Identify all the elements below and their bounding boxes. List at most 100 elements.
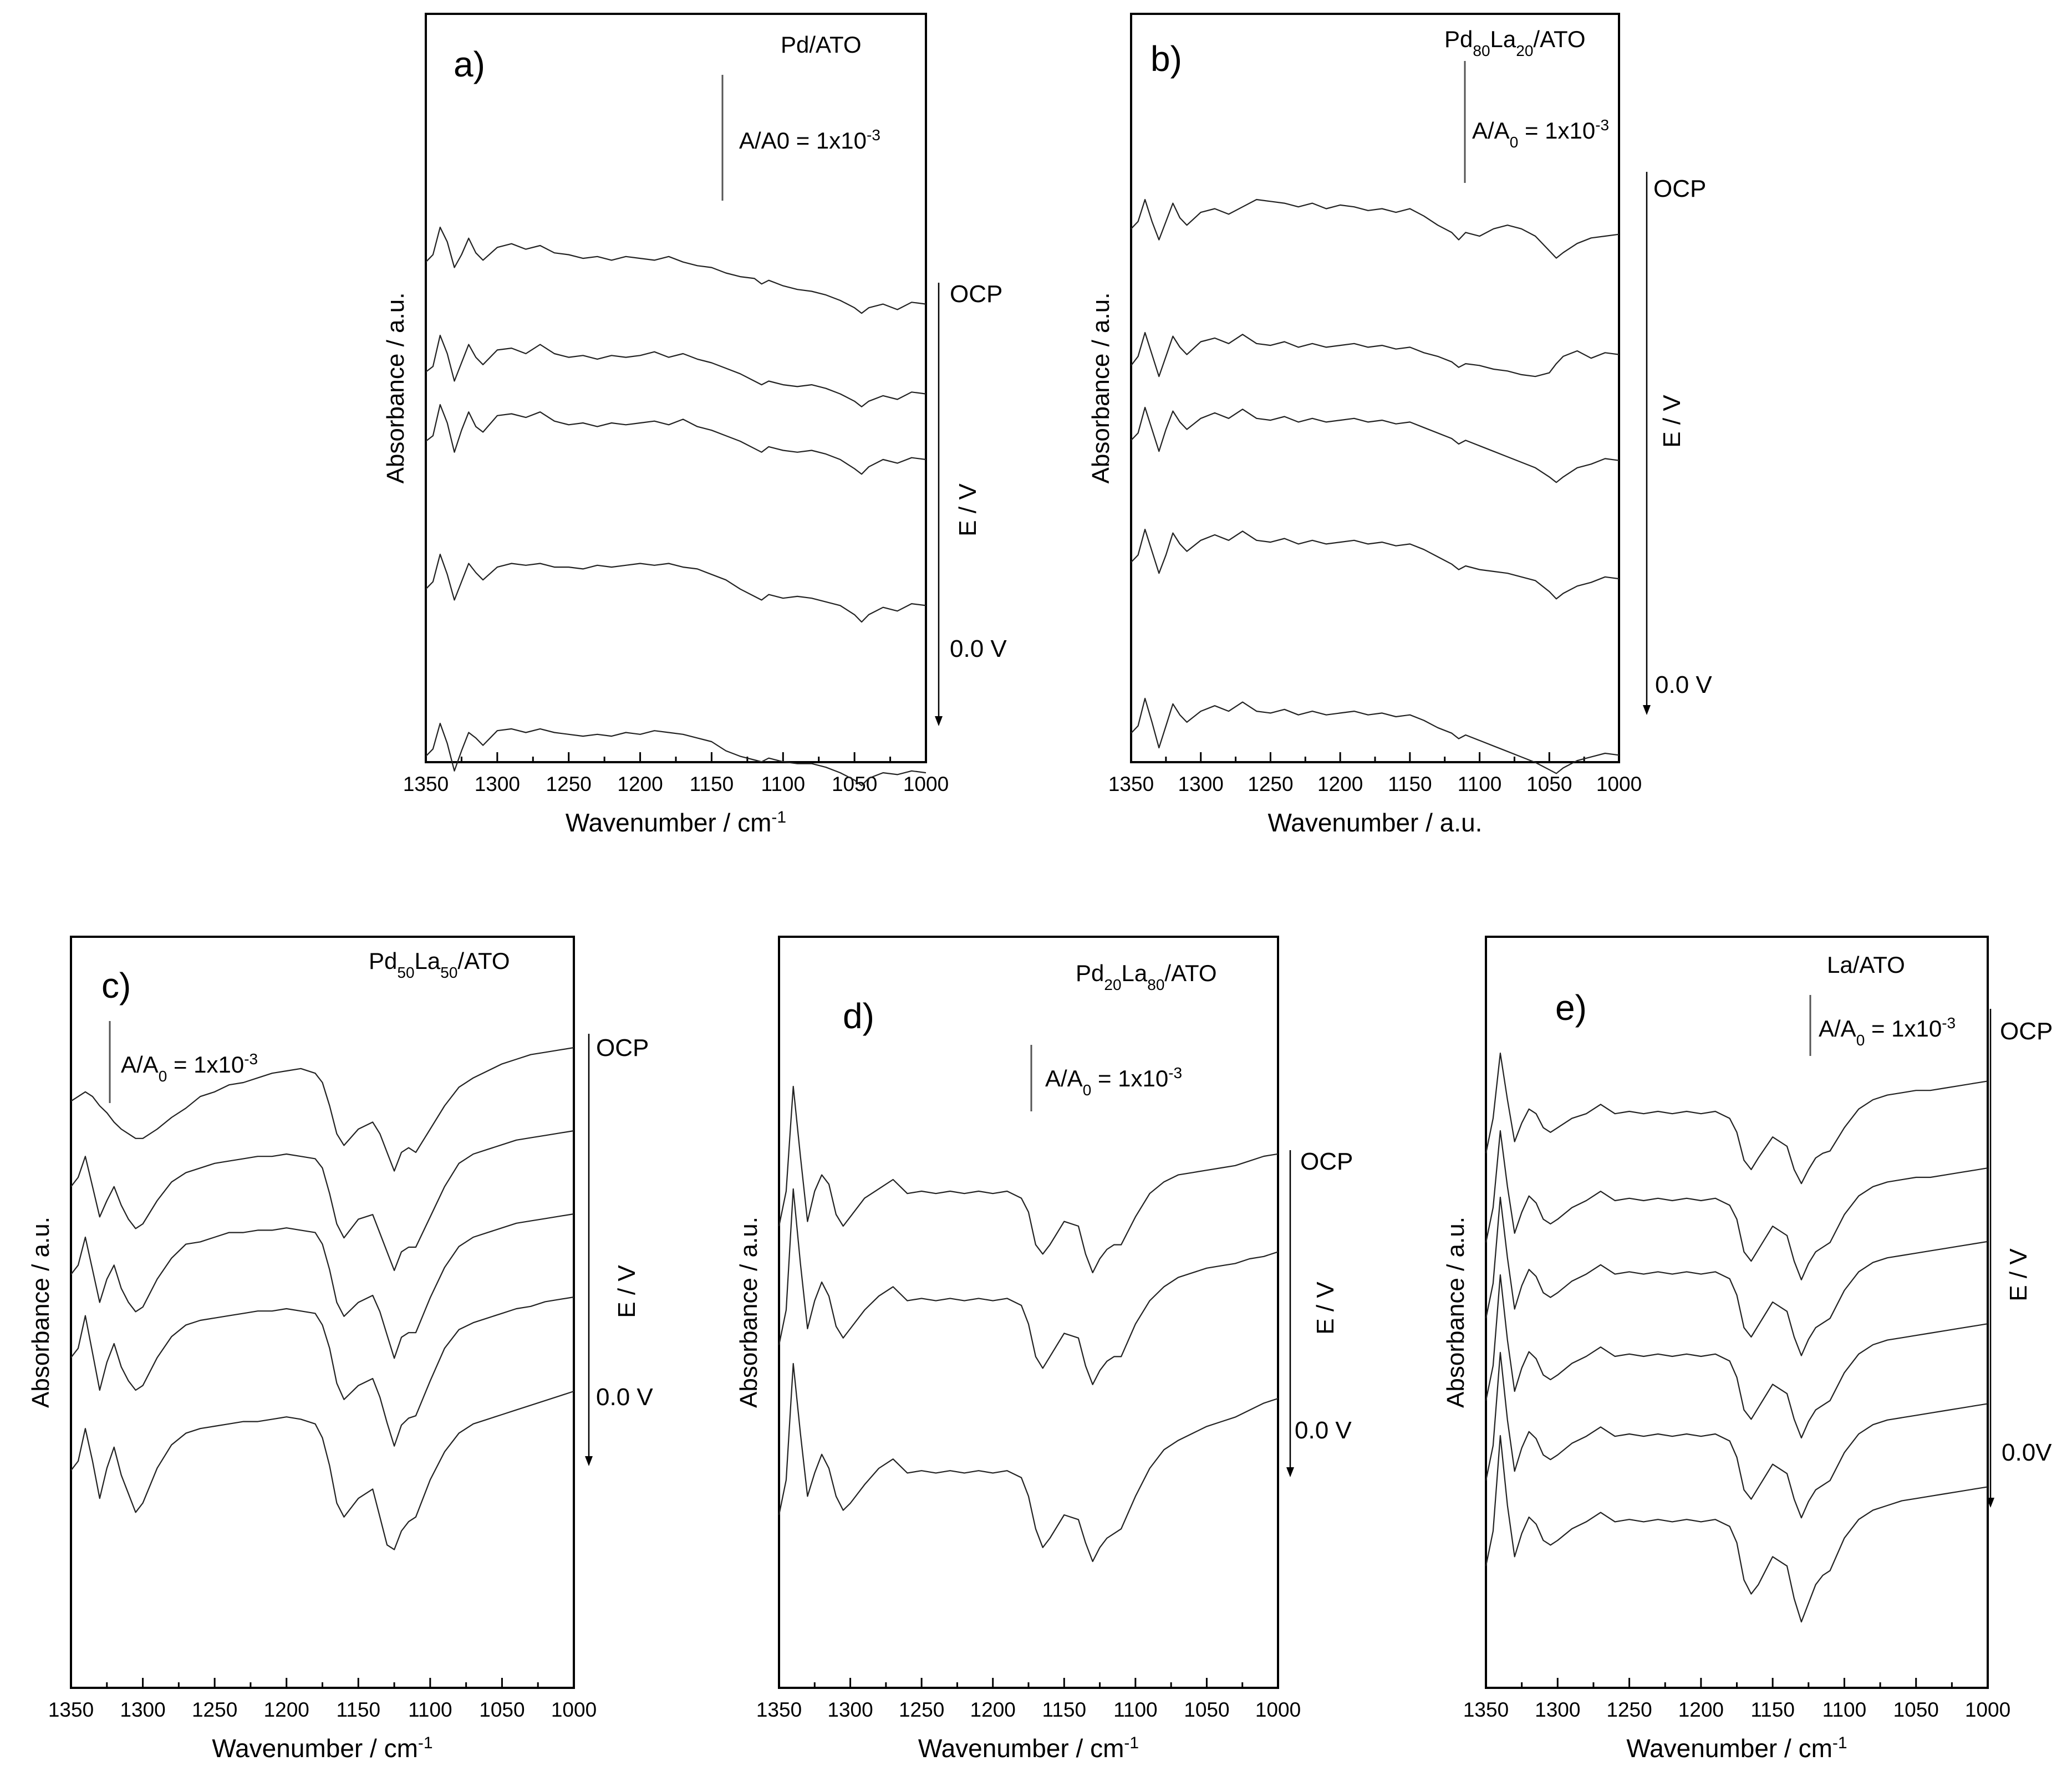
potential-end-label: 0.0V: [2002, 1439, 2052, 1466]
spectrum-line-c-3: [70, 1213, 574, 1359]
spectrum-line-a-2: [425, 334, 926, 407]
x-tick-label: 1100: [1822, 1698, 1867, 1721]
x-tick-label: 1100: [1113, 1698, 1158, 1721]
x-tick-label: 1000: [903, 773, 949, 795]
sample-label: Pd80La20/ATO: [1444, 26, 1586, 59]
y-axis-label: Absorbance / a.u.: [735, 1217, 762, 1408]
panel-a: 1350 1300 1250 1200 1150 1100 1050 1000 Wavenumb…: [382, 13, 1007, 838]
sample-label: Pd20La80/ATO: [1076, 960, 1217, 993]
x-tick-label: 1000: [1965, 1698, 2010, 1721]
x-tick-label: 1350: [1108, 773, 1154, 795]
plot-frame: [1485, 936, 1989, 1689]
x-axis-label: Wavenumber / cm-1: [566, 808, 786, 838]
x-tick-label: 1000: [551, 1698, 597, 1721]
spectrum-line-e-6: [1485, 1435, 1988, 1623]
x-tick-label: 1350: [1463, 1698, 1509, 1721]
spectrum-line-e-2: [1485, 1130, 1988, 1280]
spectrum-line-b-3: [1131, 406, 1620, 483]
panel-label: d): [843, 996, 874, 1036]
spectrum-line-b-2: [1131, 331, 1620, 377]
x-tick-label: 1050: [1184, 1698, 1229, 1721]
spectrum-line-e-4: [1485, 1274, 1988, 1439]
spectrum-line-a-5: [425, 722, 926, 787]
x-axis-label: Wavenumber / a.u.: [1268, 808, 1483, 837]
x-tick-label: 1250: [1248, 773, 1293, 795]
x-axis-label: Wavenumber / cm-1: [1626, 1734, 1847, 1763]
x-tick-label: 1000: [1596, 773, 1642, 795]
x-tick-label: 1300: [120, 1698, 165, 1721]
x-tick-label: 1300: [1178, 773, 1224, 795]
x-tick-label: 1050: [1526, 773, 1572, 795]
potential-arrow-head: [1643, 705, 1651, 715]
spectrum-line-a-1: [425, 226, 926, 314]
spectrum-line-d-1: [778, 1085, 1279, 1274]
spectrum-line-c-5: [70, 1390, 574, 1550]
x-tick-label: 1200: [1678, 1698, 1724, 1721]
x-tick-label: 1000: [1255, 1698, 1301, 1721]
potential-arrow-head: [585, 1456, 593, 1466]
spectrum-line-a-3: [425, 404, 926, 475]
x-tick-label: 1150: [336, 1698, 380, 1721]
panel-c: 1350 1300 1250 1200 1150 1100 1050 1000 Wavenumb…: [27, 936, 653, 1763]
x-tick-label: 1350: [403, 773, 449, 795]
x-tick-label: 1200: [970, 1698, 1016, 1721]
panel-label: c): [101, 966, 131, 1006]
potential-end-label: 0.0 V: [1655, 671, 1712, 698]
scale-bar-label: A/A0 = 1x10-3: [121, 1050, 258, 1085]
sample-label: Pd/ATO: [781, 32, 862, 58]
spectrum-line-e-3: [1485, 1196, 1988, 1356]
x-tick-label: 1150: [690, 773, 734, 795]
x-axis-label: Wavenumber / cm-1: [212, 1734, 432, 1763]
x-tick-label: 1050: [479, 1698, 525, 1721]
spectrum-line-e-1: [1485, 1052, 1988, 1185]
potential-axis-label: E / V: [2005, 1248, 2032, 1301]
scale-bar-label: A/A0 = 1x10-3: [1472, 116, 1609, 151]
potential-start-label: OCP: [950, 280, 1002, 308]
potential-axis-label: E / V: [1312, 1282, 1339, 1335]
sample-label: La/ATO: [1827, 952, 1905, 978]
y-axis-label: Absorbance / a.u.: [1087, 293, 1114, 484]
potential-axis-label: E / V: [1658, 395, 1686, 448]
plot-frame: [425, 13, 927, 763]
x-tick-label: 1150: [1388, 773, 1432, 795]
spectrum-line-c-4: [70, 1296, 574, 1447]
x-tick-label: 1200: [1317, 773, 1363, 795]
x-tick-label: 1050: [832, 773, 877, 795]
potential-start-label: OCP: [596, 1034, 649, 1061]
plot-frame: [70, 936, 575, 1689]
sample-label: Pd50La50/ATO: [369, 948, 510, 981]
spectrum-line-c-1: [70, 1047, 574, 1172]
panel-label: b): [1150, 39, 1182, 79]
scale-bar-label: A/A0 = 1x10-3: [1819, 1014, 1956, 1049]
spectrum-line-e-5: [1485, 1351, 1988, 1519]
x-tick-label: 1100: [761, 773, 805, 795]
x-tick-label: 1200: [617, 773, 663, 795]
scale-bar-label: A/A0 = 1x10-3: [1045, 1064, 1182, 1099]
potential-start-label: OCP: [2000, 1018, 2053, 1045]
x-tick-label: 1300: [1535, 1698, 1580, 1721]
potential-arrow-head: [1286, 1467, 1294, 1477]
plot-frame: [778, 936, 1279, 1689]
x-tick-label: 1250: [192, 1698, 237, 1721]
x-tick-label: 1350: [48, 1698, 94, 1721]
panel-d: 1350 1300 1250 1200 1150 1100 1050 1000 Wavenumb…: [735, 936, 1353, 1763]
spectrum-line-c-2: [70, 1130, 574, 1272]
panel-label: a): [454, 44, 485, 84]
x-tick-label: 1100: [408, 1698, 452, 1721]
potential-end-label: 0.0 V: [596, 1384, 653, 1411]
panel-e: 1350 1300 1250 1200 1150 1100 1050 1000 Wavenumb…: [1442, 936, 2053, 1763]
spectrum-line-b-1: [1131, 198, 1620, 259]
y-axis-label: Absorbance / a.u.: [27, 1217, 54, 1408]
x-tick-label: 1050: [1893, 1698, 1939, 1721]
x-tick-label: 1100: [1458, 773, 1502, 795]
x-tick-label: 1150: [1750, 1698, 1795, 1721]
potential-axis-label: E / V: [613, 1265, 640, 1318]
x-tick-label: 1300: [475, 773, 520, 795]
spectrum-line-b-4: [1131, 528, 1620, 600]
scale-bar-label: A/A0 = 1x10-3: [739, 126, 880, 154]
potential-axis-label: E / V: [954, 483, 981, 537]
spectrum-line-d-2: [778, 1188, 1279, 1385]
spectrum-line-d-3: [778, 1362, 1279, 1563]
potential-start-label: OCP: [1300, 1148, 1353, 1175]
